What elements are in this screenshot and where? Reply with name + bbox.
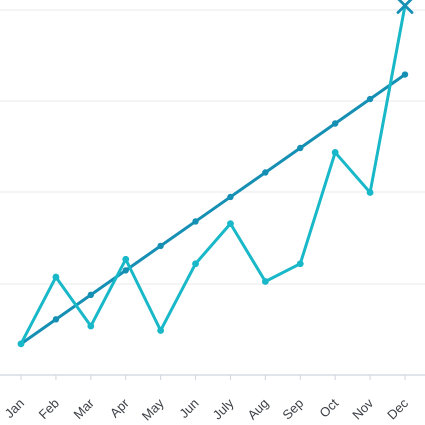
- x-marker-stroke: [396, 0, 413, 14]
- series-point-trend: [227, 193, 234, 201]
- series-line-primary: [19, 4, 407, 346]
- series-point-trend: [297, 144, 304, 152]
- x-axis-label: Sep: [279, 396, 306, 423]
- x-axis-label: Jun: [176, 396, 201, 421]
- series-point-primary: [296, 260, 304, 268]
- series-point-primary: [122, 255, 130, 263]
- series-point-primary: [17, 340, 25, 348]
- series-point-primary: [331, 149, 339, 156]
- series-point-trend: [401, 71, 409, 78]
- x-axis-label: Dec: [384, 395, 411, 422]
- x-axis-label: Mar: [71, 395, 98, 422]
- series-point-primary: [87, 322, 95, 330]
- x-axis-label: Nov: [349, 395, 376, 422]
- series-point-primary: [157, 327, 165, 334]
- series-point-trend: [87, 291, 95, 299]
- series-point-trend: [52, 316, 60, 323]
- grid-lines: [0, 9, 425, 380]
- x-axis-label: Oct: [316, 395, 341, 420]
- series-point-trend: [122, 267, 129, 274]
- series-point-trend: [262, 169, 269, 176]
- x-axis-labels: Jan Feb Mar Apr May Jun July Aug Sep Oct Nov Dec: [2, 395, 412, 423]
- series-point-primary: [261, 278, 269, 285]
- x-axis-label: May: [139, 395, 167, 423]
- series-point-trend: [331, 120, 339, 127]
- series-point-primary: [52, 273, 60, 281]
- series-point-trend: [157, 242, 164, 250]
- series-point-trend: [192, 218, 199, 225]
- x-axis-label: July: [210, 395, 237, 422]
- x-axis-label: Feb: [36, 396, 62, 422]
- series-point-primary: [192, 260, 199, 268]
- series-point-x-marker: [396, 0, 414, 14]
- series-line-trend: [19, 73, 407, 346]
- series-point-primary: [366, 189, 374, 196]
- x-axis-label: Jan: [2, 396, 27, 421]
- chart-series: [17, 0, 414, 348]
- x-axis-label: Aug: [245, 396, 272, 423]
- series-point-primary: [227, 220, 234, 228]
- series-point-trend: [366, 95, 374, 103]
- x-axis-label: Apr: [107, 395, 132, 420]
